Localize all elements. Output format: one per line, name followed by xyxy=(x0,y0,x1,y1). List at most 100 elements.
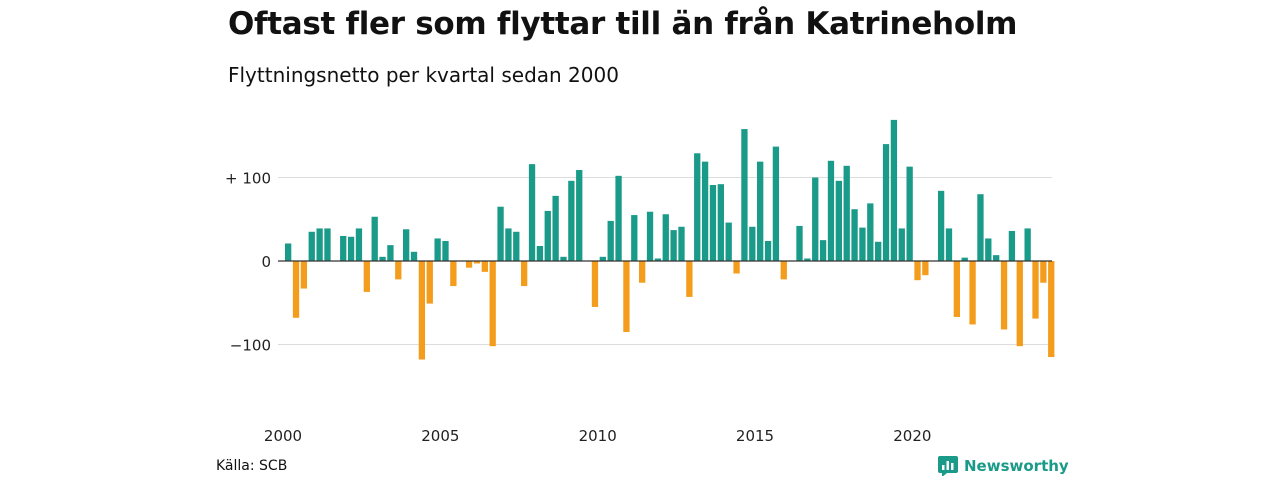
bar xyxy=(410,251,418,261)
bar xyxy=(599,256,606,261)
y-tick-label: 0 xyxy=(261,253,271,271)
bar xyxy=(937,190,945,261)
bar xyxy=(481,261,488,272)
bar xyxy=(1048,261,1055,358)
bar xyxy=(505,228,512,261)
bar xyxy=(1016,261,1023,347)
bar xyxy=(355,228,363,261)
bar xyxy=(890,119,898,261)
bar xyxy=(395,261,402,280)
bar xyxy=(316,228,323,261)
bar xyxy=(898,228,905,261)
bar xyxy=(442,240,449,261)
bar xyxy=(536,245,544,261)
x-tick-label: 2000 xyxy=(264,427,302,445)
bar xyxy=(528,164,536,261)
gridlines xyxy=(278,177,1052,345)
bar xyxy=(945,228,953,261)
bar xyxy=(875,241,882,261)
bar xyxy=(678,226,685,261)
bar xyxy=(552,195,559,261)
bar xyxy=(662,214,669,261)
bar xyxy=(709,185,717,261)
bar xyxy=(969,261,976,325)
bar xyxy=(1024,228,1031,261)
bar xyxy=(764,240,772,261)
bar xyxy=(426,261,433,304)
newsworthy-logo-icon xyxy=(938,456,958,476)
chart-title: Oftast fler som flyttar till än från Kat… xyxy=(228,6,1018,42)
y-tick-label: −100 xyxy=(230,337,271,355)
bar xyxy=(694,153,701,261)
bar xyxy=(670,230,677,261)
bar xyxy=(812,177,819,261)
x-tick-label: 2015 xyxy=(736,427,774,445)
source-note: Källa: SCB xyxy=(216,458,288,474)
chart-subtitle: Flyttningsnetto per kvartal sedan 2000 xyxy=(228,63,619,87)
bar xyxy=(544,210,551,261)
bar xyxy=(749,226,756,261)
bar xyxy=(922,261,929,276)
x-tick-label: 2010 xyxy=(579,427,617,445)
bar xyxy=(560,256,567,261)
bar xyxy=(953,261,960,317)
bar xyxy=(497,206,504,261)
bar xyxy=(646,211,654,262)
bar xyxy=(859,227,866,261)
bar xyxy=(363,261,370,292)
brand-name: Newsworthy xyxy=(964,457,1069,475)
bar xyxy=(285,243,292,262)
bar xyxy=(465,261,473,268)
bar xyxy=(403,229,410,261)
bar xyxy=(347,236,355,261)
bar xyxy=(725,222,732,261)
bar xyxy=(300,261,308,289)
axis-labels: + 100 0 −100 2000 2005 2010 2015 2020 xyxy=(225,170,931,446)
bar xyxy=(387,245,394,261)
bar xyxy=(324,228,331,261)
bar xyxy=(993,255,1000,261)
bar xyxy=(733,261,740,274)
bar xyxy=(631,215,638,261)
bar xyxy=(867,203,874,261)
bar xyxy=(371,216,378,261)
bar xyxy=(379,256,386,261)
bar xyxy=(615,175,622,261)
bar xyxy=(292,261,300,318)
brand-logo[interactable]: Newsworthy xyxy=(938,456,1069,476)
bar xyxy=(772,146,780,261)
bar xyxy=(607,220,614,261)
bar xyxy=(340,235,347,261)
bar xyxy=(717,184,724,261)
bar xyxy=(623,261,630,332)
bar xyxy=(882,144,890,261)
bar xyxy=(489,261,496,347)
bar xyxy=(827,160,835,261)
bars xyxy=(285,119,1055,360)
bar xyxy=(851,209,858,261)
bar xyxy=(686,261,693,297)
bar xyxy=(521,261,528,287)
bar-chart: + 100 0 −100 2000 2005 2010 2015 2020 xyxy=(225,119,1055,446)
bar xyxy=(741,129,748,261)
x-tick-label: 2005 xyxy=(421,427,459,445)
bar xyxy=(780,261,787,280)
bar xyxy=(418,261,426,360)
y-tick-label: + 100 xyxy=(225,170,271,188)
x-tick-label: 2020 xyxy=(893,427,931,445)
bar xyxy=(654,258,662,261)
bar xyxy=(804,258,811,261)
bar xyxy=(473,261,481,264)
bar xyxy=(701,161,709,261)
bar xyxy=(1008,230,1016,261)
bar xyxy=(1040,261,1047,283)
bar xyxy=(308,231,315,261)
bar xyxy=(591,261,599,307)
bar xyxy=(843,165,850,261)
bar xyxy=(568,180,575,261)
bar xyxy=(450,261,457,287)
bar xyxy=(757,161,764,261)
bar xyxy=(835,180,842,261)
bar xyxy=(434,238,441,261)
bar xyxy=(977,194,984,261)
